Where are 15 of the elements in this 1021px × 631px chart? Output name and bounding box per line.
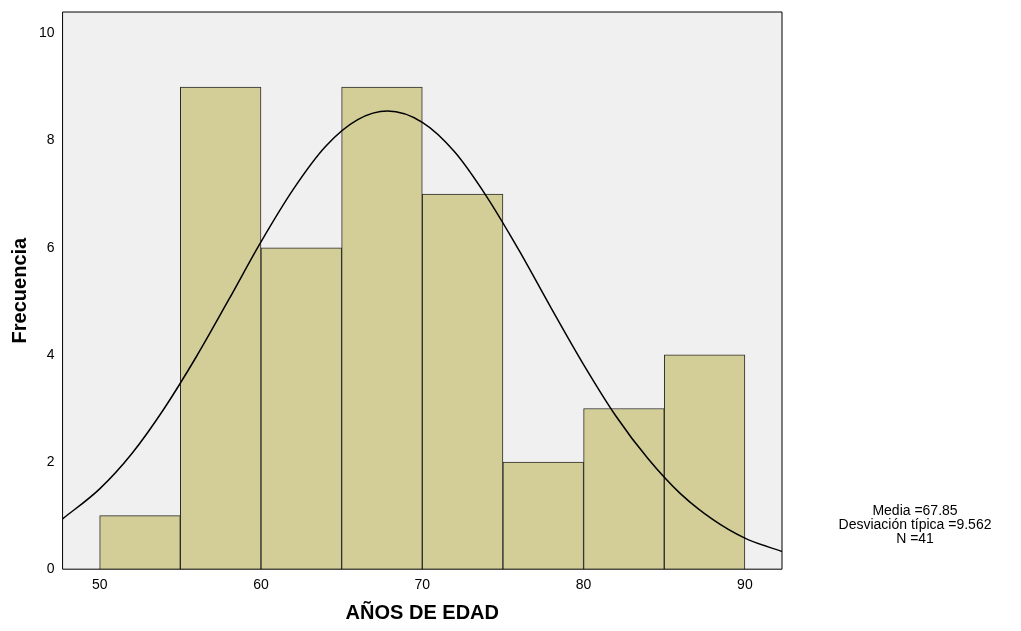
y-tick-label: 0 bbox=[46, 560, 55, 577]
y-tick-label: 6 bbox=[46, 238, 55, 255]
y-tick-label: 8 bbox=[46, 131, 55, 148]
y-tick-label: 2 bbox=[46, 452, 55, 469]
x-tick-label: 80 bbox=[575, 576, 592, 593]
y-tick-label: 10 bbox=[38, 24, 55, 41]
text: Desviación típica =9.562 bbox=[838, 516, 992, 533]
x-tick-label: 50 bbox=[91, 576, 108, 593]
x-tick-label: 90 bbox=[737, 576, 753, 593]
x-axis-title: AÑOS DE EDAD bbox=[345, 600, 499, 623]
text: Media =67.85 bbox=[872, 502, 958, 519]
y-tick-label: 4 bbox=[46, 345, 55, 362]
x-tick-label: 60 bbox=[253, 576, 269, 593]
y-axis-title: Frecuencia bbox=[7, 236, 30, 344]
x-tick-label: 70 bbox=[414, 576, 431, 593]
